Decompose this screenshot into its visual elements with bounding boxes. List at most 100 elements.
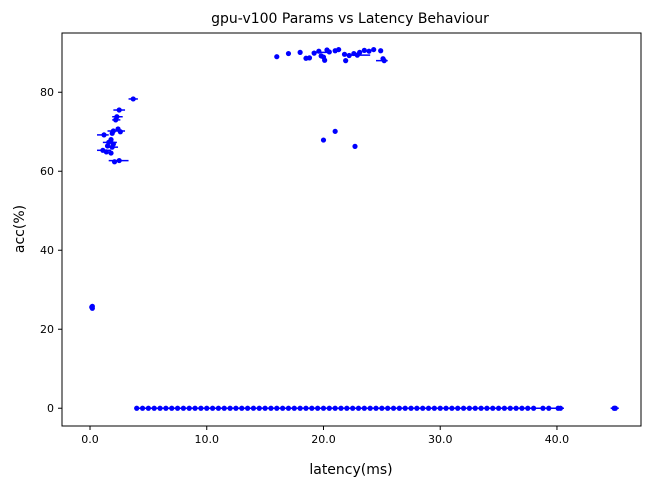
data-point xyxy=(336,46,342,53)
data-point xyxy=(204,405,210,411)
data-point xyxy=(385,405,391,411)
data-point xyxy=(280,405,286,411)
data-point xyxy=(250,405,257,411)
data-point xyxy=(495,405,502,411)
y-axis: 0 20 40 60 80 xyxy=(40,86,62,415)
data-point xyxy=(501,405,508,411)
data-point xyxy=(227,405,233,411)
data-point xyxy=(163,405,169,411)
data-point xyxy=(297,405,303,411)
data-point xyxy=(373,405,379,411)
data-point xyxy=(408,405,414,411)
data-point xyxy=(192,405,198,411)
data-point xyxy=(209,405,216,411)
data-point xyxy=(437,405,443,411)
data-point xyxy=(460,405,467,411)
data-point xyxy=(402,405,408,411)
y-tick-label: 0 xyxy=(47,402,54,415)
data-point xyxy=(108,150,114,156)
data-point xyxy=(262,405,268,411)
data-point xyxy=(326,405,332,411)
data-point xyxy=(525,405,531,411)
data-point xyxy=(346,52,352,59)
x-tick-label: 0.0 xyxy=(81,433,99,446)
data-point xyxy=(396,405,402,411)
data-point xyxy=(390,405,397,411)
data-point xyxy=(103,149,109,155)
data-point xyxy=(431,405,437,411)
data-point xyxy=(322,57,328,63)
x-tick-label: 20.0 xyxy=(311,433,336,446)
data-point xyxy=(343,58,349,64)
data-point xyxy=(361,47,367,53)
data-point xyxy=(472,405,478,411)
data-point xyxy=(111,159,118,165)
data-point xyxy=(180,405,187,411)
data-point xyxy=(291,405,297,411)
x-axis-label: latency(ms) xyxy=(309,462,392,478)
data-point xyxy=(245,405,251,411)
axes-frame xyxy=(61,32,642,427)
data-point xyxy=(297,49,303,55)
data-point xyxy=(274,54,280,60)
data-point xyxy=(531,405,537,411)
data-point xyxy=(490,405,496,411)
data-point xyxy=(285,50,292,57)
data-point xyxy=(557,405,564,411)
data-point xyxy=(139,405,146,411)
y-tick-label: 60 xyxy=(40,165,54,178)
x-tick-label: 10.0 xyxy=(195,433,220,446)
data-point xyxy=(478,405,484,411)
data-point xyxy=(381,58,387,64)
data-point xyxy=(371,46,377,53)
x-tick-label: 30.0 xyxy=(428,433,453,446)
data-point xyxy=(274,405,280,411)
data-point xyxy=(233,405,239,411)
data-point xyxy=(355,405,362,411)
data-point xyxy=(513,405,519,411)
data-point xyxy=(239,405,245,411)
data-point xyxy=(157,405,163,411)
data-point xyxy=(484,405,490,411)
data-point xyxy=(101,132,107,138)
data-point xyxy=(449,405,455,411)
data-point xyxy=(198,405,204,411)
data-point xyxy=(104,143,111,149)
data-point xyxy=(341,51,348,57)
data-point xyxy=(425,405,432,411)
y-tick-label: 40 xyxy=(40,244,54,257)
data-point xyxy=(344,405,350,411)
y-axis-label: acc(%) xyxy=(12,205,28,253)
data-point xyxy=(507,405,513,411)
data-point xyxy=(174,405,181,411)
data-point xyxy=(338,405,344,411)
data-point xyxy=(443,405,449,411)
data-point xyxy=(316,48,322,54)
data-point xyxy=(612,405,618,411)
data-point xyxy=(309,405,315,411)
data-point xyxy=(315,405,321,411)
data-point xyxy=(414,405,420,411)
data-point xyxy=(109,130,115,136)
data-point xyxy=(350,405,356,411)
data-point xyxy=(134,405,140,411)
y-tick-label: 20 xyxy=(40,323,54,336)
data-point xyxy=(519,405,525,411)
data-point xyxy=(306,55,313,61)
data-point xyxy=(540,405,546,411)
chart-title: gpu-v100 Params vs Latency Behaviour xyxy=(211,11,489,27)
data-point xyxy=(455,405,461,411)
data-point xyxy=(221,405,227,411)
data-point xyxy=(378,48,384,54)
data-point xyxy=(420,405,426,411)
data-point xyxy=(109,144,115,150)
data-point xyxy=(311,50,317,56)
data-point xyxy=(186,405,192,411)
x-axis: 0.0 10.0 20.0 30.0 40.0 xyxy=(81,426,569,446)
data-point xyxy=(89,304,95,310)
data-point xyxy=(215,405,222,411)
data-point xyxy=(116,157,122,164)
data-point xyxy=(352,143,358,149)
data-point xyxy=(116,107,122,113)
